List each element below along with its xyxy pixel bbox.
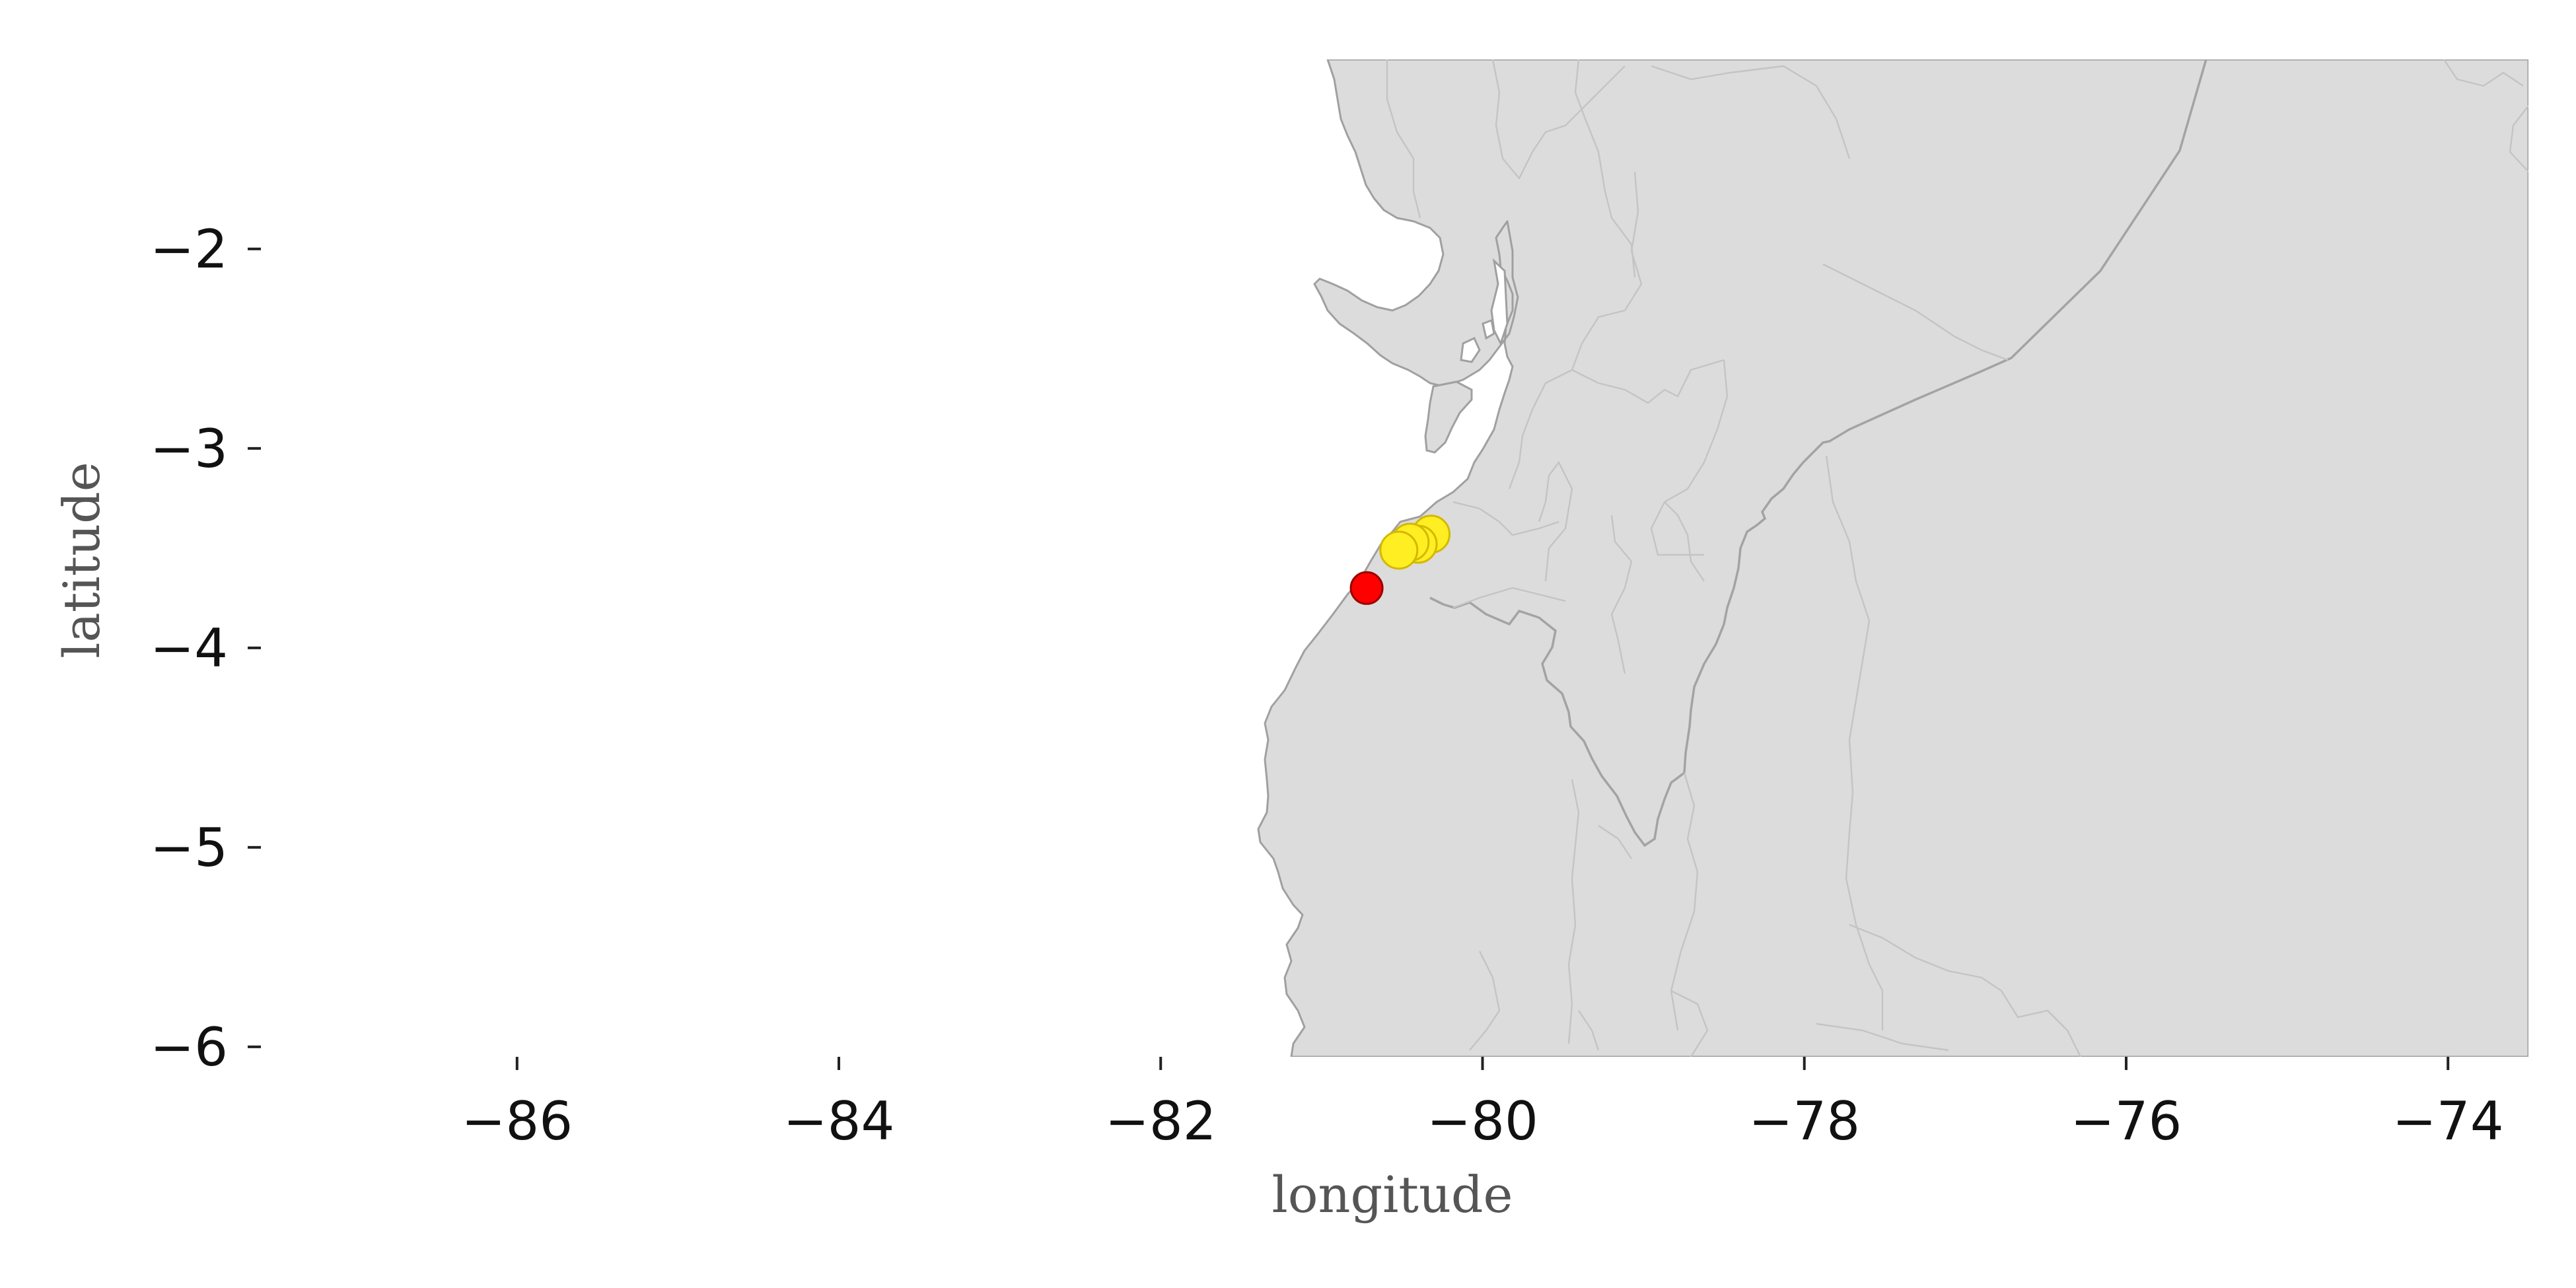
- isla-puna: [1424, 380, 1473, 454]
- x-tick-label: −78: [1748, 1091, 1860, 1152]
- y-axis-label: latitude: [52, 462, 111, 659]
- x-tick-label: −82: [1105, 1091, 1217, 1152]
- y-tick-label: −4: [150, 618, 228, 679]
- admin-boundaries: [1386, 59, 2528, 1057]
- x-axis: −86 −84 −82 −80 −78 −76 −74: [461, 1057, 2504, 1152]
- x-tick-label: −86: [461, 1091, 573, 1152]
- y-tick-label: −3: [150, 418, 228, 480]
- x-tick-label: −84: [783, 1091, 895, 1152]
- data-points: [1349, 515, 1451, 605]
- x-axis-label: longitude: [1271, 1165, 1513, 1224]
- red-point: [1349, 571, 1384, 605]
- national-border: [1429, 59, 2207, 847]
- basemap: [1257, 59, 2528, 1057]
- y-axis: −2 −3 −4 −5 −6: [150, 219, 261, 1078]
- land-mass: [1257, 59, 2528, 1057]
- estuary-islands: [1460, 318, 1495, 363]
- x-tick-label: −76: [2071, 1091, 2182, 1152]
- estuary-inlet: [1490, 258, 1509, 346]
- yellow-point: [1379, 530, 1419, 570]
- y-tick-label: −6: [150, 1017, 228, 1078]
- x-tick-label: −80: [1427, 1091, 1538, 1152]
- x-tick-label: −74: [2392, 1091, 2504, 1152]
- y-tick-label: −2: [150, 219, 228, 280]
- y-tick-label: −5: [150, 817, 228, 878]
